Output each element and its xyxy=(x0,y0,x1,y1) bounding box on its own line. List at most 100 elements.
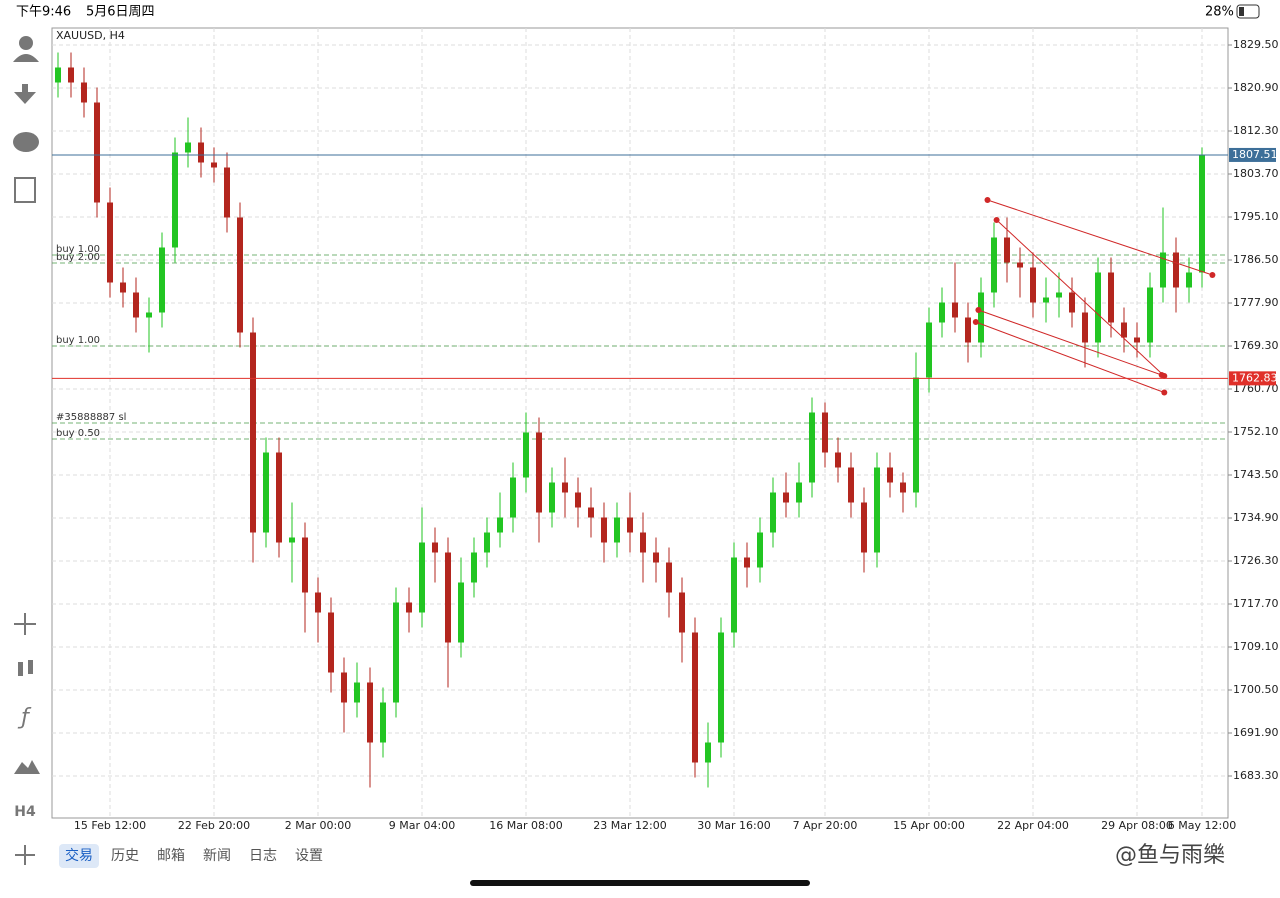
candle-body xyxy=(809,412,815,483)
trend-point xyxy=(975,307,982,313)
candle-body xyxy=(1199,154,1205,273)
tab-highlight xyxy=(59,844,99,868)
candle-body xyxy=(575,492,581,508)
candle-body xyxy=(367,682,373,743)
timeframe[interactable]: H4 xyxy=(14,804,36,820)
y-tick-label: 1777.90 xyxy=(1233,296,1279,309)
candle-body xyxy=(1030,267,1036,303)
candle-body xyxy=(185,142,191,153)
candle-body xyxy=(315,592,321,613)
order-label: buy 1.00 xyxy=(56,244,100,255)
x-tick-label: 9 Mar 04:00 xyxy=(389,819,455,832)
candle-body xyxy=(861,502,867,553)
candle-body xyxy=(588,507,594,518)
candle-body xyxy=(1108,272,1114,323)
crosshair-icon[interactable] xyxy=(14,613,36,635)
y-tick-label: 1691.90 xyxy=(1233,726,1279,739)
candle-body xyxy=(289,537,295,543)
price-tag xyxy=(1229,371,1276,386)
candle-body xyxy=(1056,292,1062,298)
candle-body xyxy=(679,592,685,633)
quotes-icon[interactable] xyxy=(14,84,36,104)
account-icon[interactable] xyxy=(19,36,33,50)
candle-body xyxy=(146,312,152,318)
candle-body xyxy=(406,602,412,613)
candle-body xyxy=(393,602,399,703)
status-date: 5月6日周四 xyxy=(86,5,155,20)
candle-body xyxy=(68,67,74,83)
candle-body xyxy=(1134,337,1140,343)
candle-body xyxy=(874,467,880,553)
candle-body xyxy=(770,492,776,533)
candle-body xyxy=(107,202,113,283)
objects-icon[interactable] xyxy=(14,760,40,774)
candle-body xyxy=(1095,272,1101,343)
x-tick-label: 15 Apr 00:00 xyxy=(893,819,965,832)
candle-body xyxy=(250,332,256,533)
y-tick-label: 1786.50 xyxy=(1233,253,1279,266)
candle-body xyxy=(783,492,789,503)
order-label: buy 0.50 xyxy=(56,428,100,439)
candle-body xyxy=(458,582,464,643)
candle-body xyxy=(926,322,932,378)
tab[interactable]: 日志 xyxy=(249,848,277,864)
tab[interactable]: 邮箱 xyxy=(157,848,185,864)
y-tick-label: 1726.30 xyxy=(1233,554,1279,567)
candle-body xyxy=(705,742,711,763)
candle-body xyxy=(484,532,490,553)
x-tick-label: 22 Feb 20:00 xyxy=(178,819,250,832)
candle-body xyxy=(757,532,763,568)
candle-body xyxy=(744,557,750,568)
candle-body xyxy=(497,517,503,533)
candle-body xyxy=(1160,252,1166,288)
candle-body xyxy=(1121,322,1127,338)
tab[interactable]: 交易 xyxy=(65,847,93,864)
y-tick-label: 1829.50 xyxy=(1233,38,1279,51)
candle-body xyxy=(848,467,854,503)
tab[interactable]: 设置 xyxy=(295,848,323,864)
candles-icon[interactable] xyxy=(18,662,23,676)
indicators-icon[interactable]: ƒ xyxy=(17,705,32,730)
candle-body xyxy=(640,532,646,553)
candle-body xyxy=(172,152,178,248)
tab[interactable]: 历史 xyxy=(111,848,139,864)
status-time: 下午9:46 xyxy=(16,5,71,20)
toolbar: ƒ H4 xyxy=(13,36,40,865)
chat-icon[interactable] xyxy=(13,132,39,152)
candle-body xyxy=(536,432,542,513)
candle-body xyxy=(978,292,984,343)
candle-body xyxy=(991,237,997,293)
candle-body xyxy=(1082,312,1088,343)
candle-body xyxy=(81,82,87,103)
candle-body xyxy=(952,302,958,318)
candle-body xyxy=(159,247,165,313)
chart-title: XAUUSD, H4 xyxy=(56,29,125,42)
home-indicator xyxy=(470,880,810,886)
candle-body xyxy=(1017,262,1023,268)
candle-body xyxy=(302,537,308,593)
tab[interactable]: 新闻 xyxy=(203,848,231,864)
candle-body xyxy=(419,542,425,613)
y-tick-label: 1769.30 xyxy=(1233,339,1279,352)
candle-body xyxy=(120,282,126,293)
candle-body xyxy=(1069,292,1075,313)
x-tick-label: 22 Apr 04:00 xyxy=(997,819,1069,832)
price-tag-label: 1762.83 xyxy=(1232,371,1278,384)
new-order-icon[interactable] xyxy=(14,177,36,203)
x-tick-label: 23 Mar 12:00 xyxy=(593,819,666,832)
y-tick-label: 1752.10 xyxy=(1233,425,1279,438)
watermark: @鱼与雨樂 xyxy=(1115,843,1225,868)
add-icon[interactable] xyxy=(15,845,35,865)
candle-body xyxy=(380,702,386,743)
candle-body xyxy=(1173,252,1179,288)
order-label: buy 2.00 xyxy=(56,252,100,263)
candle-body xyxy=(133,292,139,318)
candle-body xyxy=(549,482,555,513)
candle-body xyxy=(523,432,529,478)
candle-body xyxy=(1004,237,1010,263)
candle-body xyxy=(562,482,568,493)
candle-body xyxy=(1043,297,1049,303)
candle-body xyxy=(900,482,906,493)
